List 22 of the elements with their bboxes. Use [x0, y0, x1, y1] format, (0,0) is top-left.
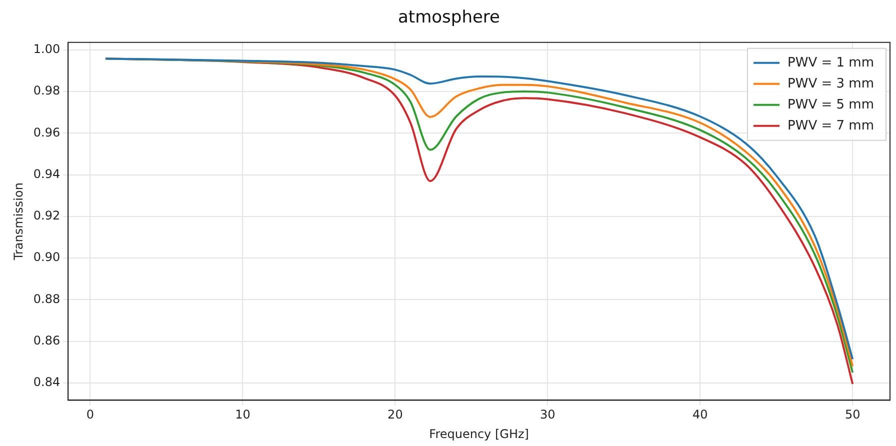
x-tick-label: 50	[845, 408, 860, 422]
y-tick-label: 0.88	[33, 292, 60, 306]
x-tick-label: 30	[540, 408, 556, 422]
y-tick-label: 0.84	[33, 375, 60, 390]
x-tick-label: 0	[86, 408, 94, 422]
x-axis-title: Frequency [GHz]	[429, 426, 529, 441]
y-axis-title: Transmission	[11, 182, 26, 262]
legend-label: PWV = 5 mm	[788, 97, 874, 112]
y-tick-label: 0.92	[33, 208, 60, 223]
x-tick-label: 40	[692, 408, 708, 422]
x-tick-label: 10	[235, 408, 250, 422]
y-tick-label: 0.94	[33, 166, 60, 181]
y-tick-label: 0.96	[33, 125, 60, 140]
y-tick-label: 0.98	[33, 84, 60, 98]
legend-label: PWV = 7 mm	[788, 118, 874, 134]
chart-title: atmosphere	[398, 8, 500, 28]
y-tick-label: 0.86	[33, 333, 60, 348]
legend-label: PWV = 3 mm	[788, 76, 874, 92]
legend-label: PWV = 1 mm	[788, 55, 874, 70]
y-tick-label: 0.90	[33, 250, 60, 264]
x-tick-label: 20	[388, 408, 403, 422]
y-tick-label: 1.00	[33, 42, 60, 56]
